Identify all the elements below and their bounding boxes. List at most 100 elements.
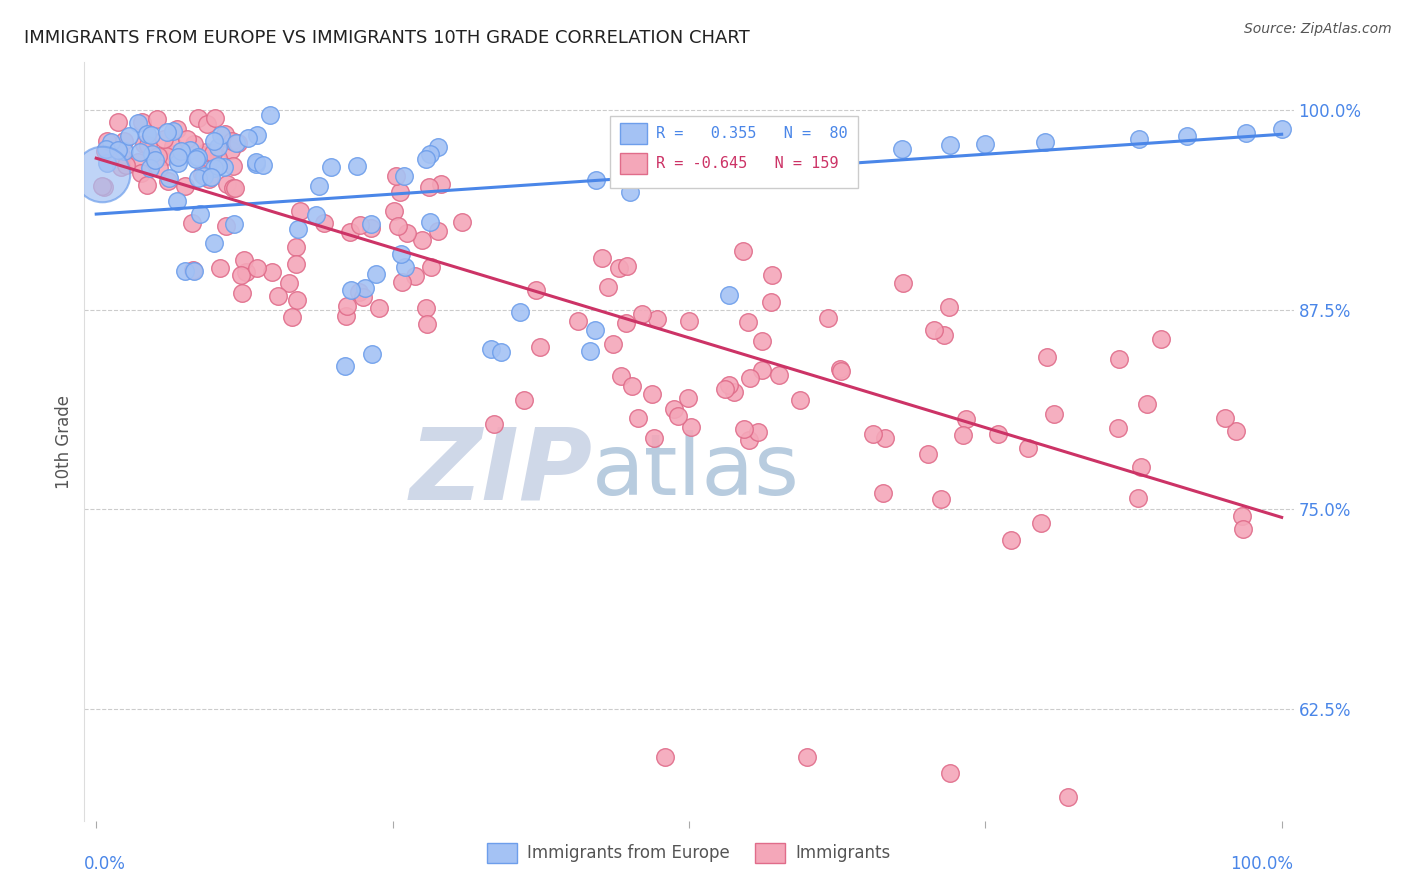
Point — [733, 422, 755, 436]
Point — [152, 132, 174, 146]
Point — [308, 179, 330, 194]
Point — [631, 307, 654, 321]
Point — [391, 275, 413, 289]
Point — [157, 170, 180, 185]
Point — [479, 342, 502, 356]
Point — [167, 155, 190, 169]
Point — [225, 136, 247, 150]
Point — [187, 150, 209, 164]
Point — [489, 345, 512, 359]
Point — [191, 147, 214, 161]
Point — [418, 179, 440, 194]
Text: atlas: atlas — [592, 430, 800, 514]
Point — [751, 334, 773, 349]
Point — [100, 135, 122, 149]
Point — [922, 323, 945, 337]
Point — [395, 227, 418, 241]
Point — [163, 147, 186, 161]
Point — [155, 149, 177, 163]
Point — [718, 288, 741, 302]
Point — [714, 382, 737, 396]
Point — [420, 260, 443, 274]
Point — [118, 129, 141, 144]
Point — [394, 260, 416, 274]
Point — [231, 286, 253, 301]
Point — [579, 344, 602, 359]
Point — [567, 314, 589, 328]
Point — [176, 132, 198, 146]
Point — [387, 219, 409, 233]
Point — [127, 154, 149, 169]
Point — [183, 136, 205, 151]
Point — [207, 140, 229, 154]
Point — [190, 206, 212, 220]
Point — [1043, 407, 1066, 421]
Point — [932, 327, 955, 342]
Point — [828, 361, 851, 376]
Point — [391, 246, 413, 260]
Point — [366, 267, 388, 281]
Point — [96, 135, 118, 149]
Point — [789, 393, 811, 408]
Point — [94, 145, 117, 159]
Point — [1128, 132, 1150, 146]
Point — [139, 128, 162, 142]
Point — [416, 318, 439, 332]
Point — [524, 284, 547, 298]
Point — [591, 251, 613, 265]
Point — [426, 139, 449, 153]
Point — [415, 301, 437, 315]
Point — [222, 159, 245, 173]
Point — [1035, 350, 1057, 364]
Point — [419, 215, 441, 229]
Point — [96, 156, 118, 170]
Y-axis label: 10th Grade: 10th Grade — [55, 394, 73, 489]
Point — [512, 393, 534, 408]
Point — [367, 301, 389, 316]
Point — [183, 264, 205, 278]
FancyBboxPatch shape — [610, 116, 858, 187]
Point — [179, 143, 201, 157]
Point — [974, 136, 997, 151]
Point — [246, 261, 269, 276]
Point — [645, 312, 668, 326]
Point — [181, 262, 204, 277]
Point — [287, 222, 309, 236]
Point — [226, 136, 249, 150]
Point — [198, 171, 221, 186]
Point — [91, 167, 114, 181]
Point — [340, 283, 363, 297]
Point — [796, 749, 818, 764]
Point — [252, 159, 274, 173]
Point — [1150, 332, 1173, 346]
Point — [96, 142, 118, 156]
Point — [222, 217, 245, 231]
Point — [202, 161, 225, 175]
Point — [336, 299, 359, 313]
Point — [1057, 789, 1080, 804]
Point — [139, 161, 162, 176]
Point — [385, 169, 408, 183]
Text: IMMIGRANTS FROM EUROPE VS IMMIGRANTS 10TH GRADE CORRELATION CHART: IMMIGRANTS FROM EUROPE VS IMMIGRANTS 10T… — [24, 29, 749, 47]
Point — [107, 114, 129, 128]
Point — [195, 161, 218, 176]
Text: R = -0.645   N = 159: R = -0.645 N = 159 — [657, 156, 839, 170]
Point — [360, 218, 382, 232]
Legend: Immigrants from Europe, Immigrants: Immigrants from Europe, Immigrants — [481, 837, 897, 869]
Point — [186, 150, 208, 164]
Point — [191, 167, 214, 181]
Point — [208, 261, 231, 276]
Point — [134, 136, 156, 151]
Point — [127, 116, 149, 130]
Point — [290, 204, 312, 219]
Point — [619, 185, 641, 199]
Point — [229, 268, 252, 282]
Point — [278, 276, 301, 290]
Point — [938, 765, 960, 780]
Point — [145, 112, 167, 127]
Point — [1225, 424, 1247, 438]
Point — [616, 259, 638, 273]
Point — [1107, 421, 1129, 435]
Point — [110, 160, 132, 174]
Point — [136, 137, 159, 152]
